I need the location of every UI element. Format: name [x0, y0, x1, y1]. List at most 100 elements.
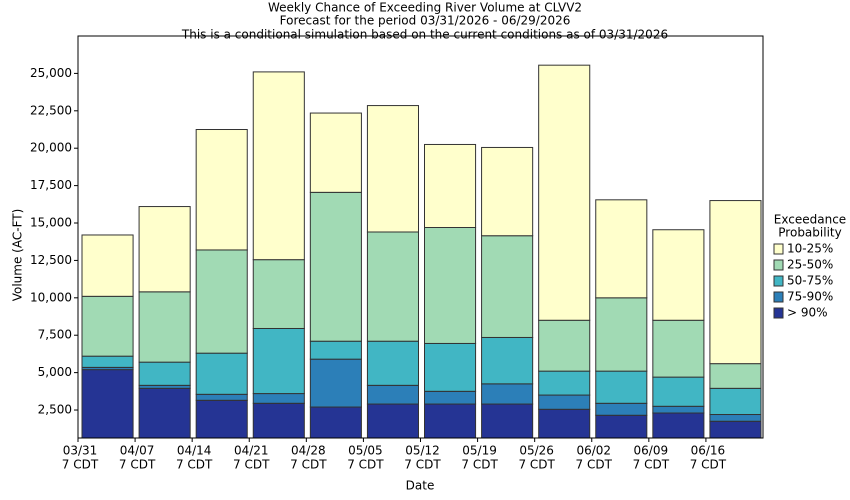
bar-segment	[366, 231, 419, 342]
bar-segment	[309, 340, 362, 360]
chart-subtitle: This is a conditional simulation based o…	[181, 28, 668, 42]
y-tick-label: 17,500	[30, 178, 72, 192]
x-tick-label: 7 CDT	[461, 458, 498, 472]
y-tick-label: 5,000	[38, 365, 72, 379]
bar-segment	[138, 387, 191, 439]
x-tick-label: 05/05	[348, 444, 383, 458]
legend-label: 50-75%	[787, 274, 833, 288]
y-tick-label: 22,500	[30, 103, 72, 117]
bar-segment	[81, 295, 134, 357]
bar-segment	[538, 319, 591, 372]
x-tick-label: 7 CDT	[690, 458, 727, 472]
legend-label: 25-50%	[787, 258, 833, 272]
x-tick-label: 06/09	[634, 444, 669, 458]
bar-segment	[138, 206, 191, 293]
legend-label: 10-25%	[787, 242, 833, 256]
bar-segment	[709, 414, 762, 422]
bar-segment	[309, 358, 362, 408]
y-tick-label: 15,000	[30, 216, 72, 230]
x-tick-label: 05/19	[462, 444, 497, 458]
bar-segment	[481, 403, 534, 439]
bar-segment	[366, 105, 419, 233]
x-tick-label: 7 CDT	[62, 458, 99, 472]
legend-label: 75-90%	[787, 290, 833, 304]
bar-segment	[252, 402, 305, 439]
bar-segment	[424, 226, 477, 344]
y-tick-label: 7,500	[38, 328, 72, 342]
bar-segment	[652, 319, 705, 378]
legend-title: Probability	[778, 226, 841, 240]
bar-segment	[366, 384, 419, 405]
bar-segment	[481, 336, 534, 385]
x-tick-label: 05/12	[405, 444, 440, 458]
bar-segment	[538, 370, 591, 396]
bar-segment	[709, 387, 762, 416]
bar-segment	[481, 146, 534, 237]
bar-segment	[652, 376, 705, 407]
bar-segment	[424, 403, 477, 439]
bar-segment	[595, 199, 648, 299]
y-tick-label: 10,000	[30, 290, 72, 304]
y-tick-label: 12,500	[30, 253, 72, 267]
y-axis-label: Volume (AC-FT)	[11, 209, 25, 302]
chart-subtitle: Forecast for the period 03/31/2026 - 06/…	[280, 14, 571, 28]
y-tick-label: 25,000	[30, 66, 72, 80]
bar-segment	[309, 406, 362, 439]
bar-segment	[709, 363, 762, 389]
bar-segment	[424, 342, 477, 392]
bar-segment	[709, 420, 762, 439]
chart-title: Weekly Chance of Exceeding River Volume …	[268, 1, 582, 15]
y-tick-label: 2,500	[38, 403, 72, 417]
bar-segment	[195, 129, 248, 251]
legend-swatch	[773, 275, 784, 287]
bar-segment	[195, 399, 248, 439]
legend-swatch	[773, 307, 784, 319]
bar-segment	[538, 64, 591, 321]
bar-segment	[652, 229, 705, 321]
bar-segment	[652, 405, 705, 414]
x-tick-label: 7 CDT	[633, 458, 670, 472]
x-tick-label: 7 CDT	[119, 458, 156, 472]
x-tick-label: 06/16	[691, 444, 726, 458]
x-tick-label: 04/07	[120, 444, 155, 458]
x-tick-label: 04/21	[234, 444, 269, 458]
bar-segment	[538, 394, 591, 410]
legend-swatch	[773, 291, 784, 303]
bar-segment	[595, 402, 648, 416]
bar-segment	[709, 200, 762, 365]
bar-segment	[195, 249, 248, 354]
bar-segment	[595, 370, 648, 404]
bar-segment	[424, 390, 477, 405]
y-tick-label: 20,000	[30, 141, 72, 155]
bar-segment	[138, 291, 191, 363]
x-tick-label: 7 CDT	[518, 458, 555, 472]
bar-segment	[309, 191, 362, 342]
bar-segment	[595, 297, 648, 372]
bar-segment	[481, 383, 534, 405]
legend-label: > 90%	[787, 306, 828, 320]
bar-segment	[366, 340, 419, 386]
x-tick-label: 7 CDT	[233, 458, 270, 472]
bar-segment	[138, 361, 191, 386]
bar-segment	[81, 234, 134, 297]
bar-segment	[252, 327, 305, 395]
bar-segment	[252, 259, 305, 329]
bar-segment	[538, 408, 591, 439]
legend-title: Exceedance	[774, 213, 846, 227]
x-tick-label: 03/31	[63, 444, 98, 458]
x-tick-label: 06/02	[576, 444, 611, 458]
bar-segment	[252, 393, 305, 404]
bar-segment	[81, 369, 134, 439]
bar-segment	[366, 403, 419, 439]
x-tick-label: 7 CDT	[290, 458, 327, 472]
legend-swatch	[773, 259, 784, 271]
bar-segment	[309, 112, 362, 193]
x-tick-label: 7 CDT	[176, 458, 213, 472]
x-tick-label: 7 CDT	[347, 458, 384, 472]
x-tick-label: 7 CDT	[576, 458, 613, 472]
bar-segment	[252, 71, 305, 261]
bar-segment	[652, 412, 705, 439]
bar-segment	[195, 393, 248, 401]
x-axis-label: Date	[406, 479, 435, 493]
